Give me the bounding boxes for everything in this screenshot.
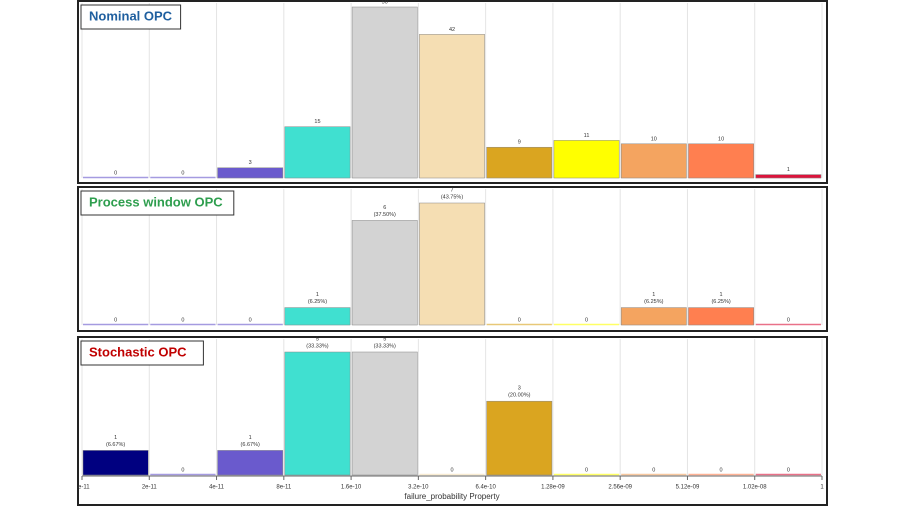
x-tick-label: 6.4e-10	[475, 485, 496, 491]
value-label: 1	[249, 435, 252, 441]
value-label: 0	[787, 467, 790, 473]
title-box	[80, 340, 204, 366]
value-label: 1	[787, 167, 790, 173]
value-label: 7	[450, 187, 453, 193]
bar	[620, 307, 687, 326]
value-label: 0	[249, 317, 252, 323]
value-label: 15	[314, 119, 320, 125]
bar	[419, 202, 485, 326]
x-tick-label: 2e-11	[142, 485, 158, 491]
title-box	[80, 4, 182, 30]
value-label: 50	[382, 0, 388, 5]
value-label: 3	[518, 386, 521, 392]
value-label-percent: (37.50%)	[374, 212, 396, 218]
bar	[419, 34, 485, 179]
value-label: 11	[584, 133, 590, 139]
value-label-percent: (6.25%)	[308, 299, 327, 305]
x-tick-label: 1	[820, 485, 824, 491]
x-tick-label: 1.6e-10	[341, 485, 362, 491]
bar	[217, 450, 284, 476]
value-label: 0	[181, 317, 184, 323]
value-label: 0	[518, 317, 521, 323]
bar	[217, 167, 284, 179]
value-label: 5	[383, 336, 386, 342]
value-label: 0	[720, 467, 723, 473]
bar	[351, 220, 418, 326]
value-label-percent: (33.33%)	[306, 343, 328, 349]
x-tick-label: 4e-11	[209, 485, 225, 491]
value-label: 1	[652, 292, 655, 298]
value-label-percent: (43.75%)	[441, 194, 463, 200]
bar	[284, 126, 351, 179]
bar	[284, 307, 351, 326]
bar	[351, 6, 418, 179]
value-label: 1	[316, 292, 319, 298]
value-label: 42	[449, 27, 455, 33]
value-label: 0	[450, 467, 453, 473]
bar	[486, 400, 553, 476]
value-label: 0	[181, 170, 184, 176]
value-label-percent: (33.33%)	[374, 343, 396, 349]
value-label-percent: (6.25%)	[711, 299, 730, 305]
bar	[755, 174, 822, 179]
value-label: 0	[585, 467, 588, 473]
bar	[486, 146, 553, 179]
value-label: 9	[518, 140, 521, 146]
value-label: 3	[249, 160, 252, 166]
bar	[82, 450, 149, 476]
title-box	[80, 190, 235, 216]
value-label-percent: (6.25%)	[644, 299, 663, 305]
value-label: 0	[114, 170, 117, 176]
bar	[284, 351, 351, 476]
value-label: 10	[718, 136, 724, 142]
bar	[688, 143, 754, 179]
value-label: 0	[585, 317, 588, 323]
x-axis-label: failure_probability Property	[404, 492, 499, 501]
value-label-percent: (20.00%)	[508, 393, 530, 399]
panel-title: Nominal OPC	[89, 8, 173, 23]
value-label: 1	[114, 435, 117, 441]
value-label-percent: (6.67%)	[241, 442, 260, 448]
x-tick-label: e-11	[78, 485, 90, 491]
x-tick-label: 1.02e-08	[743, 485, 767, 491]
value-label: 6	[383, 205, 386, 211]
value-label: 5	[316, 336, 319, 342]
bar	[351, 351, 418, 476]
bar	[620, 143, 687, 179]
panel-title: Process window OPC	[89, 194, 223, 209]
x-tick-label: 5.12e-09	[676, 485, 700, 491]
x-tick-label: 8e-11	[276, 485, 292, 491]
panel-title: Stochastic OPC	[89, 344, 187, 359]
value-label: 0	[652, 467, 655, 473]
bar	[553, 140, 620, 179]
value-label: 0	[114, 317, 117, 323]
x-tick-label: 2.56e-09	[608, 485, 632, 491]
value-label: 1	[720, 292, 723, 298]
bar	[688, 307, 754, 326]
value-label: 0	[181, 467, 184, 473]
x-tick-label: 3.2e-10	[408, 485, 429, 491]
value-label-percent: (6.67%)	[106, 442, 125, 448]
value-label: 0	[787, 317, 790, 323]
value-label: 10	[651, 136, 657, 142]
x-tick-label: 1.28e-09	[541, 485, 565, 491]
